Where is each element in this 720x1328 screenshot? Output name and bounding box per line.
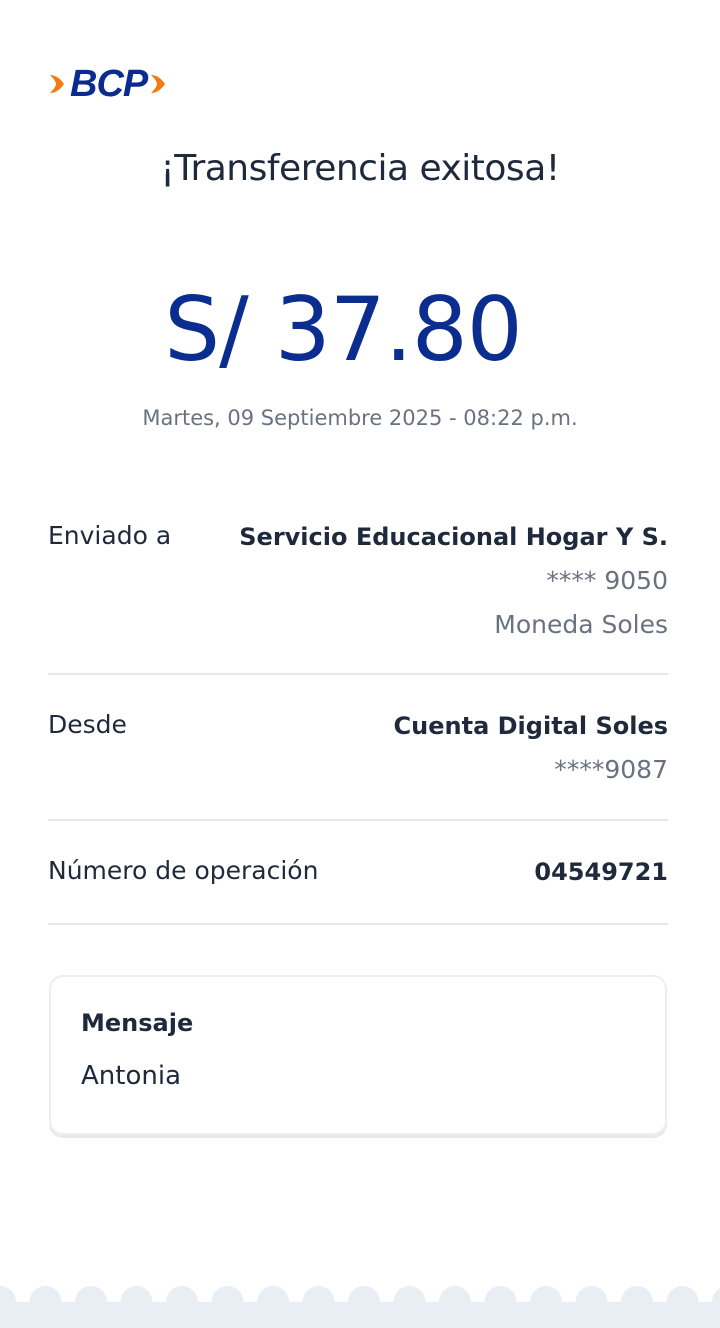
from-label: Desde <box>48 710 127 739</box>
bcp-logo: BCP <box>48 62 169 105</box>
message-card: Mensaje Antonia <box>49 975 667 1135</box>
scallop-bump <box>439 1286 471 1318</box>
scallop-bump <box>712 1288 720 1316</box>
scallop-bump <box>166 1286 198 1318</box>
scallop-bump <box>575 1286 608 1318</box>
scallop-bump <box>0 1286 16 1318</box>
logo-text: BCP <box>70 62 148 105</box>
transfer-datetime: Martes, 09 Septiembre 2025 - 08:22 p.m. <box>142 406 578 430</box>
scallop-bump <box>484 1286 517 1318</box>
divider <box>48 923 668 925</box>
source-account-name: Cuenta Digital Soles <box>393 712 668 740</box>
operation-label: Número de operación <box>48 856 319 885</box>
receipt-scalloped-edge <box>0 1286 720 1328</box>
divider <box>48 673 668 675</box>
operation-row: Número de operación 04549721 <box>48 850 668 900</box>
scallop-bump <box>666 1286 699 1318</box>
scallop-bump <box>29 1286 62 1318</box>
scallop-bump <box>348 1286 380 1318</box>
scallop-bump <box>621 1286 653 1318</box>
recipient-name: Servicio Educacional Hogar Y S. <box>239 523 668 551</box>
logo-chevron-left-icon <box>50 75 64 93</box>
message-body: Antonia <box>81 1061 182 1091</box>
operation-number: 04549721 <box>534 858 668 886</box>
recipient-account: **** 9050 <box>546 566 668 595</box>
scallop-bump <box>393 1286 426 1318</box>
scallop-bump <box>530 1286 562 1318</box>
scallop-bump <box>120 1286 153 1318</box>
recipient-currency: Moneda Soles <box>494 610 668 639</box>
transfer-amount: S/ 37.80 <box>164 278 522 381</box>
sent-to-row: Enviado a Servicio Educacional Hogar Y S… <box>48 515 668 645</box>
sent-to-label: Enviado a <box>48 521 172 550</box>
scallop-bump <box>302 1286 335 1318</box>
from-row: Desde Cuenta Digital Soles ****9087 <box>48 704 668 794</box>
page-title: ¡Transferencia exitosa! <box>160 148 560 189</box>
scallop-bump <box>257 1286 289 1318</box>
divider <box>48 819 668 821</box>
scallop-bump <box>75 1286 107 1318</box>
source-account-number: ****9087 <box>554 755 668 784</box>
logo-chevron-right-icon <box>151 75 166 93</box>
message-title: Mensaje <box>81 1009 194 1037</box>
scallop-bump <box>211 1286 244 1318</box>
